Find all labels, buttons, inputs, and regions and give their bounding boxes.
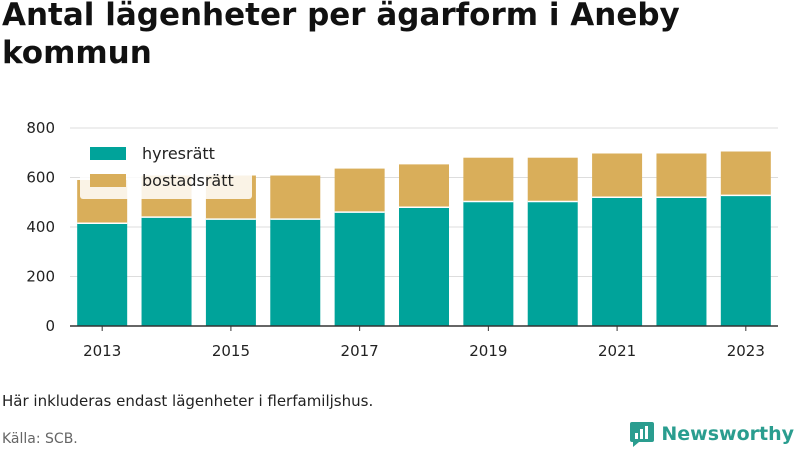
bar-hyresratt-2022 bbox=[656, 197, 707, 326]
bar-bostadsratt-2018 bbox=[399, 164, 449, 208]
x-axis: 2013 2015 2017 2019 2021 2023 bbox=[70, 325, 778, 360]
bar-bostadsratt-2020 bbox=[527, 157, 578, 202]
bar-hyresratt-2016 bbox=[270, 219, 321, 326]
x-tick-label: 2021 bbox=[598, 342, 636, 360]
x-tick-label: 2023 bbox=[727, 342, 765, 360]
chart-title: Antal lägenheter per ägarform i Aneby ko… bbox=[2, 0, 680, 71]
bar-hyresratt-2021 bbox=[592, 197, 643, 326]
x-tick-label: 2013 bbox=[83, 342, 121, 360]
legend: hyresrätt bostadsrätt bbox=[80, 139, 252, 199]
bar-hyresratt-2014 bbox=[141, 217, 192, 326]
y-tick-label: 400 bbox=[26, 218, 55, 236]
brand-logo[interactable]: Newsworthy bbox=[629, 420, 794, 448]
bars bbox=[77, 151, 771, 326]
chart-note: Här inkluderas endast lägenheter i flerf… bbox=[2, 392, 374, 410]
bar-bostadsratt-2016 bbox=[270, 175, 321, 220]
x-tick-label: 2015 bbox=[212, 342, 250, 360]
legend-label: bostadsrätt bbox=[142, 171, 234, 190]
bar-bostadsratt-2023 bbox=[720, 151, 771, 196]
newsworthy-icon bbox=[630, 422, 655, 447]
legend-label: hyresrätt bbox=[142, 144, 215, 163]
legend-swatch bbox=[90, 174, 126, 187]
bar-hyresratt-2020 bbox=[527, 201, 578, 326]
brand-name: Newsworthy bbox=[661, 423, 794, 445]
legend-swatch bbox=[90, 147, 126, 160]
bar-bostadsratt-2017 bbox=[334, 168, 385, 213]
bar-bostadsratt-2019 bbox=[463, 157, 514, 202]
y-tick-label: 200 bbox=[26, 268, 55, 286]
y-axis-labels: 0 200 400 600 800 bbox=[26, 119, 55, 335]
y-tick-label: 0 bbox=[45, 317, 55, 335]
x-tick-label: 2019 bbox=[469, 342, 507, 360]
source-text: Källa: SCB. bbox=[2, 431, 78, 447]
x-tick-label: 2017 bbox=[341, 342, 379, 360]
bar-hyresratt-2018 bbox=[399, 207, 449, 326]
bar-bostadsratt-2021 bbox=[592, 153, 643, 198]
bar-hyresratt-2013 bbox=[77, 223, 128, 326]
bar-hyresratt-2017 bbox=[334, 212, 385, 326]
y-tick-label: 800 bbox=[26, 119, 55, 137]
bar-hyresratt-2015 bbox=[205, 219, 256, 326]
y-tick-label: 600 bbox=[26, 169, 55, 187]
bar-bostadsratt-2022 bbox=[656, 153, 707, 198]
bar-hyresratt-2023 bbox=[720, 195, 771, 326]
bar-hyresratt-2019 bbox=[463, 201, 514, 326]
bar-chart: 0 200 400 600 800 2013 2015 2017 2019 2021 2023 h… bbox=[26, 119, 778, 360]
